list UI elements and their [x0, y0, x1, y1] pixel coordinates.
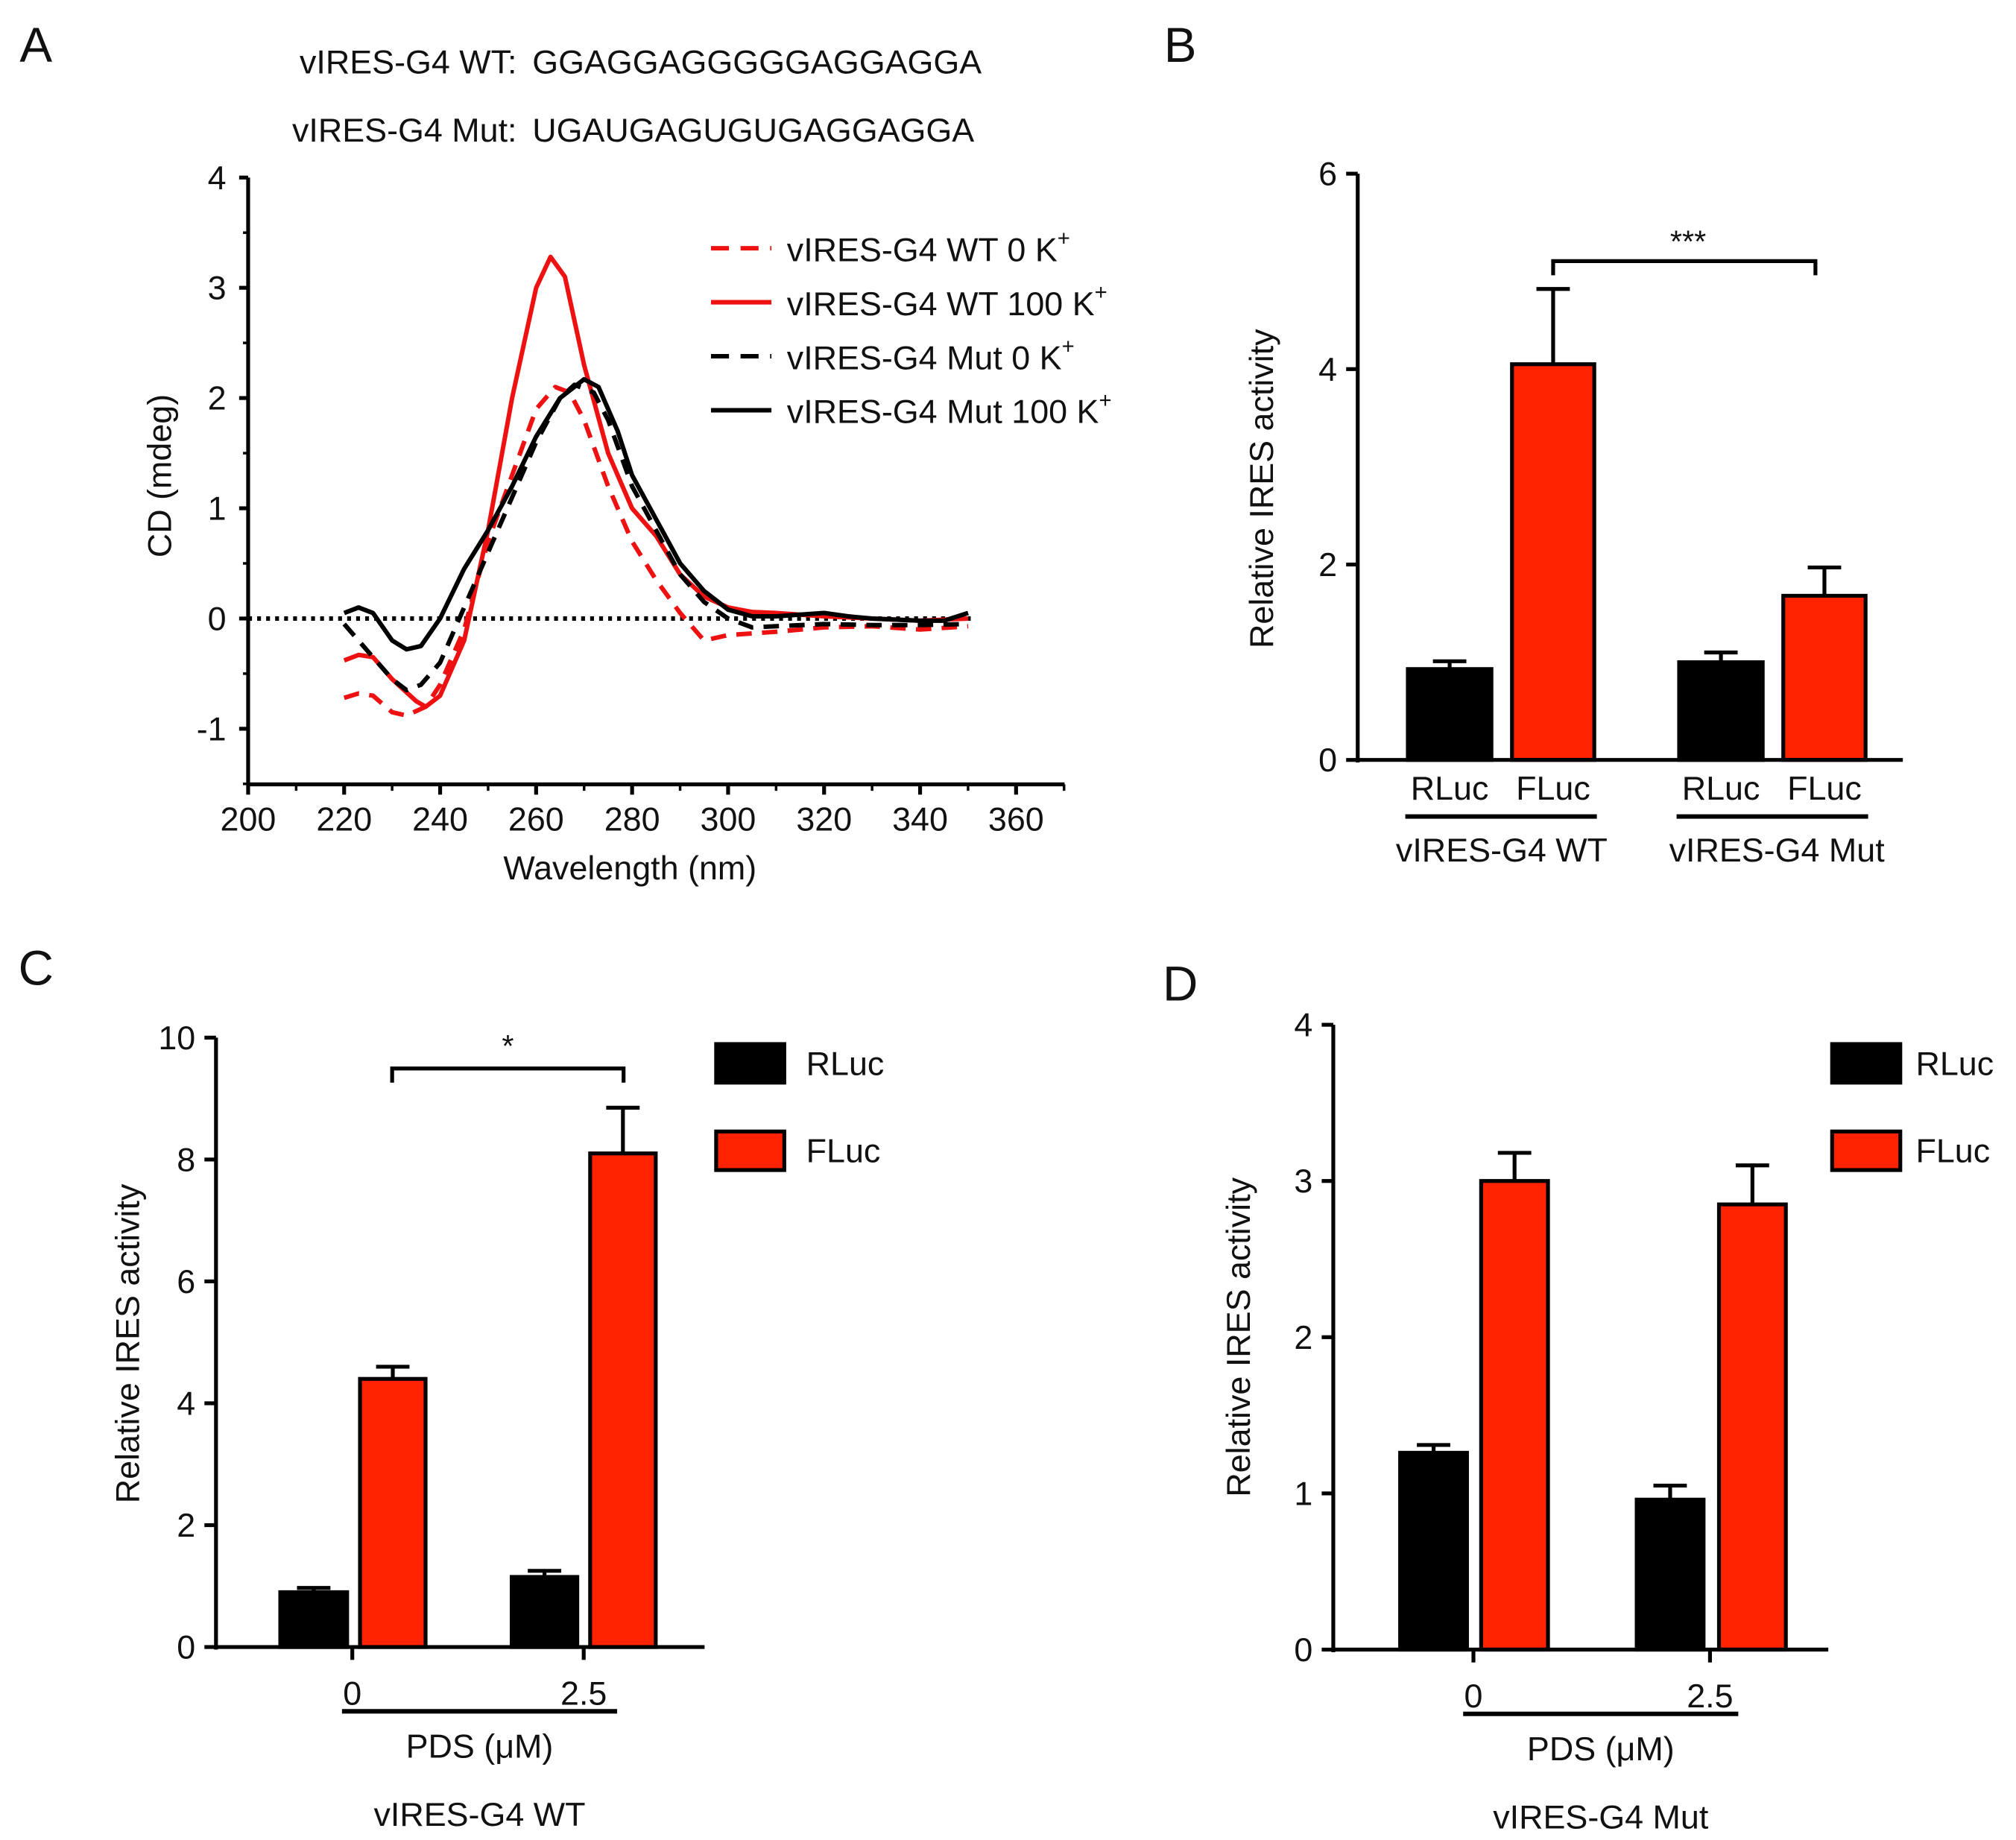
legend-label: FLuc — [1915, 1132, 1990, 1170]
y-tick-label: 3 — [1294, 1162, 1312, 1200]
group-label: vIRES-G4 Mut — [1669, 831, 1886, 869]
y-tick-label: 0 — [177, 1628, 195, 1666]
y-tick-label: 1 — [1294, 1474, 1312, 1512]
construct-label: vIRES-G4 WT — [373, 1795, 585, 1833]
y-tick-label: 2 — [1318, 546, 1337, 584]
y-tick-label: 2 — [1294, 1318, 1312, 1356]
x-tick-label: 280 — [604, 800, 660, 838]
y-axis-label: Relative IRES activity — [1219, 1177, 1257, 1496]
legend-swatch-fluc — [714, 1129, 786, 1172]
bar-rluc — [1398, 1450, 1469, 1652]
legend-superscript: + — [1062, 335, 1075, 359]
y-axis-label: Relative IRES activity — [1242, 329, 1280, 648]
sequence: GGAGGAGGGGGAGGAGGA — [532, 43, 982, 81]
x-axis-label: PDS (μM) — [1527, 1730, 1675, 1768]
bar-fluc — [1781, 593, 1868, 762]
bar-fluc — [588, 1151, 658, 1649]
series-line — [342, 382, 969, 693]
y-tick-label: 6 — [177, 1262, 195, 1300]
bar-fluc — [1716, 1202, 1788, 1652]
significance-label: * — [502, 1029, 514, 1063]
y-tick-label: -1 — [197, 709, 227, 747]
legend-superscript: + — [1058, 227, 1070, 251]
bar-fluc — [1479, 1179, 1550, 1652]
x-tick-label: 340 — [892, 800, 948, 838]
x-tick-label: 0 — [343, 1675, 361, 1713]
legend-label: RLuc — [806, 1044, 885, 1082]
legend-label: vIRES-G4 Mut 100 K+ — [787, 388, 1112, 431]
panel-label-c: C — [19, 941, 54, 996]
bar-fluc — [1510, 362, 1596, 762]
bar-label: RLuc — [1682, 769, 1760, 807]
panel-label-a: A — [19, 18, 52, 72]
legend-label: FLuc — [806, 1132, 881, 1170]
y-tick-label: 10 — [158, 1019, 195, 1057]
y-tick-label: 3 — [208, 269, 227, 307]
legend-superscript: + — [1095, 280, 1107, 305]
legend-label: vIRES-G4 WT 0 K+ — [787, 227, 1070, 269]
y-tick-label: 0 — [1294, 1631, 1312, 1669]
y-tick-label: 6 — [1318, 155, 1337, 193]
group-label: vIRES-G4 WT — [1396, 831, 1608, 869]
bar-label: FLuc — [1787, 769, 1862, 807]
significance-bracket — [1551, 259, 1818, 276]
y-tick-label: 4 — [1318, 350, 1337, 388]
panel-label-b: B — [1164, 18, 1197, 72]
bar-fluc — [358, 1376, 428, 1649]
bar-rluc — [1406, 667, 1494, 762]
x-tick-label: 240 — [412, 800, 468, 838]
bar-rluc — [510, 1575, 580, 1649]
x-tick-label: 2.5 — [1687, 1677, 1733, 1715]
x-tick-label: 220 — [316, 800, 372, 838]
bar-rluc — [278, 1590, 350, 1649]
significance-label: *** — [1670, 224, 1706, 259]
legend-swatch-fluc — [1830, 1129, 1903, 1172]
legend-superscript: + — [1099, 388, 1111, 413]
x-tick-label: 260 — [508, 800, 564, 838]
y-tick-label: 4 — [208, 159, 227, 197]
bar-label: RLuc — [1411, 769, 1489, 807]
x-tick-label: 300 — [701, 800, 756, 838]
y-tick-label: 0 — [1318, 741, 1337, 779]
legend-label: vIRES-G4 Mut 0 K+ — [787, 335, 1075, 377]
bar-rluc — [1634, 1497, 1706, 1652]
y-tick-label: 0 — [208, 599, 227, 637]
y-tick-label: 2 — [177, 1506, 195, 1544]
y-tick-label: 2 — [208, 379, 227, 417]
y-axis-label: Relative IRES activity — [108, 1183, 146, 1503]
sequence: UGAUGAGUGUGAGGAGGA — [532, 111, 974, 149]
legend-label: vIRES-G4 WT 100 K+ — [787, 280, 1107, 323]
sequence-label: vIRES-G4 Mut: — [292, 111, 517, 149]
construct-label: vIRES-G4 Mut — [1493, 1798, 1709, 1836]
x-tick-label: 200 — [221, 800, 277, 838]
y-tick-label: 1 — [208, 490, 227, 528]
x-tick-label: 0 — [1464, 1677, 1483, 1715]
y-tick-label: 4 — [177, 1385, 195, 1423]
bar-rluc — [1677, 660, 1765, 762]
series-line — [343, 254, 969, 709]
x-axis-label: Wavelength (nm) — [503, 849, 756, 887]
legend-swatch-rluc — [1830, 1042, 1903, 1085]
panel-label-d: D — [1163, 956, 1198, 1011]
series-line — [343, 385, 969, 718]
x-tick-label: 360 — [988, 800, 1044, 838]
legend-swatch-rluc — [714, 1042, 786, 1085]
sequence-label: vIRES-G4 WT: — [300, 43, 517, 81]
y-axis-label: CD (mdeg) — [140, 394, 178, 557]
x-tick-label: 320 — [796, 800, 852, 838]
x-tick-label: 2.5 — [560, 1675, 607, 1713]
y-tick-label: 4 — [1294, 1006, 1312, 1044]
legend-label: RLuc — [1915, 1044, 1994, 1082]
series-line — [343, 376, 969, 652]
significance-bracket — [390, 1066, 626, 1083]
y-tick-label: 8 — [177, 1140, 195, 1178]
bar-label: FLuc — [1516, 769, 1590, 807]
x-axis-label: PDS (μM) — [406, 1727, 554, 1765]
